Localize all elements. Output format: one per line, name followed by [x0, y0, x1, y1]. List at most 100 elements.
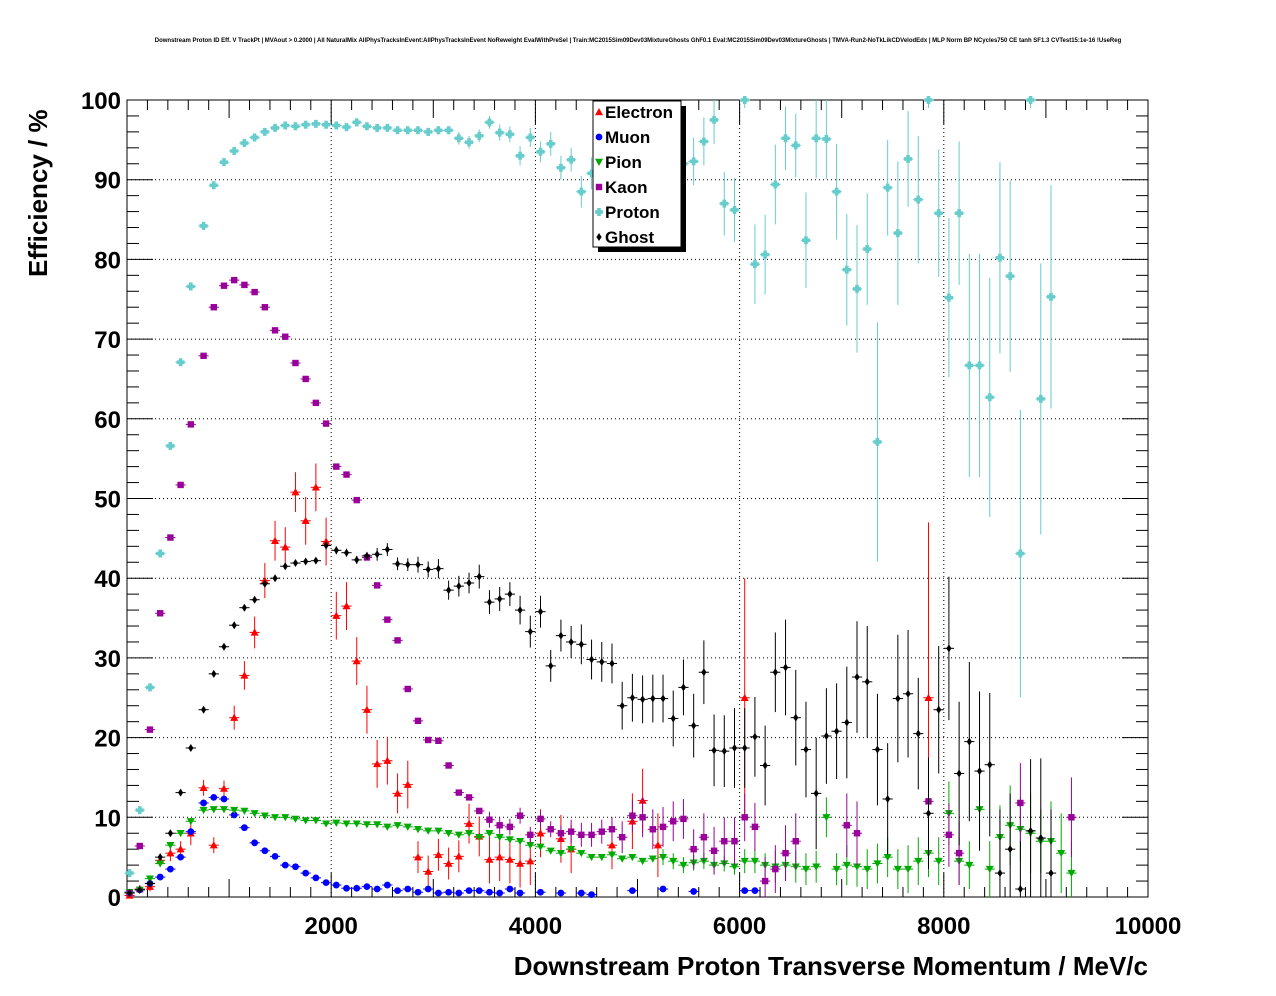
data-point [261, 304, 269, 311]
data-point [495, 834, 504, 842]
data-point [444, 859, 453, 867]
data-point [424, 736, 432, 744]
axis-ticks [126, 99, 1149, 898]
data-point [262, 579, 268, 588]
data-point [281, 861, 289, 869]
data-point [332, 611, 341, 619]
data-point [700, 834, 708, 841]
data-point [210, 304, 217, 311]
data-point [893, 229, 902, 238]
data-point [720, 199, 729, 208]
data-point [394, 887, 401, 895]
y-tick-label: 90 [94, 168, 121, 195]
data-point [260, 812, 269, 820]
data-point [761, 877, 769, 885]
legend: Electron Muon Pion Kaon Proton Ghost [592, 100, 686, 252]
data-point [455, 889, 463, 897]
data-point [424, 885, 432, 893]
data-point [915, 729, 921, 738]
data-point [200, 705, 207, 714]
data-point [863, 865, 872, 874]
data-point [608, 826, 616, 833]
data-point [914, 857, 923, 866]
data-point [955, 849, 963, 857]
data-point [556, 849, 565, 858]
data-point [177, 481, 184, 489]
legend-marker [595, 183, 603, 191]
data-point [771, 180, 780, 189]
data-point [997, 869, 1003, 878]
data-point [465, 794, 473, 801]
data-point [690, 845, 697, 853]
data-point [311, 817, 320, 825]
data-point [505, 855, 514, 863]
data-point [842, 861, 851, 870]
data-point [241, 824, 248, 832]
data-point [250, 133, 259, 142]
data-point [699, 137, 708, 146]
data-point [711, 746, 717, 755]
data-point [272, 574, 278, 583]
data-point [393, 126, 402, 135]
data-point [640, 695, 646, 704]
data-point [146, 726, 154, 733]
data-point [597, 853, 606, 862]
data-point [176, 830, 185, 838]
data-point [895, 694, 901, 703]
data-point [312, 874, 320, 882]
data-point [730, 863, 739, 871]
data-point [904, 865, 913, 874]
data-point [752, 732, 758, 741]
data-point [291, 815, 300, 823]
data-point [384, 545, 390, 554]
data-point [413, 826, 422, 834]
data-point [445, 762, 452, 769]
data-point [772, 865, 779, 873]
data-point [853, 830, 861, 837]
legend-label: Proton [605, 203, 660, 222]
y-tick-label: 100 [81, 88, 121, 115]
data-point [475, 834, 484, 842]
data-point [546, 847, 555, 855]
data-point [1038, 834, 1044, 843]
x-tick-label: 6000 [713, 913, 766, 940]
data-point [343, 884, 350, 892]
data-point [199, 783, 208, 792]
data-point [231, 276, 238, 284]
data-point [505, 836, 514, 844]
data-point [136, 842, 143, 850]
data-point [721, 838, 728, 845]
data-point [373, 821, 382, 829]
data-point [156, 610, 164, 617]
data-point [863, 245, 872, 254]
data-point [271, 327, 279, 334]
data-point [383, 881, 391, 889]
data-point [516, 812, 524, 819]
data-point [332, 881, 340, 889]
data-point [619, 701, 625, 710]
data-point [176, 358, 185, 367]
data-point [607, 841, 616, 849]
data-point [166, 841, 175, 850]
data-point [1048, 869, 1054, 878]
legend-marker [595, 158, 603, 166]
data-point [588, 831, 595, 839]
data-point [353, 496, 360, 504]
data-point [424, 867, 433, 875]
y-tick-label: 60 [94, 407, 121, 434]
y-tick-label: 70 [94, 327, 121, 354]
data-point [291, 488, 300, 496]
data-point [302, 869, 310, 877]
data-point [311, 483, 320, 491]
data-point [311, 119, 320, 128]
data-point [506, 885, 514, 893]
data-point [832, 865, 841, 874]
data-point [333, 463, 340, 470]
x-tick-label: 10000 [1115, 913, 1182, 940]
data-point [291, 122, 300, 131]
data-point [679, 861, 688, 870]
data-point [373, 885, 381, 893]
data-point [546, 139, 555, 148]
data-point [526, 133, 535, 142]
